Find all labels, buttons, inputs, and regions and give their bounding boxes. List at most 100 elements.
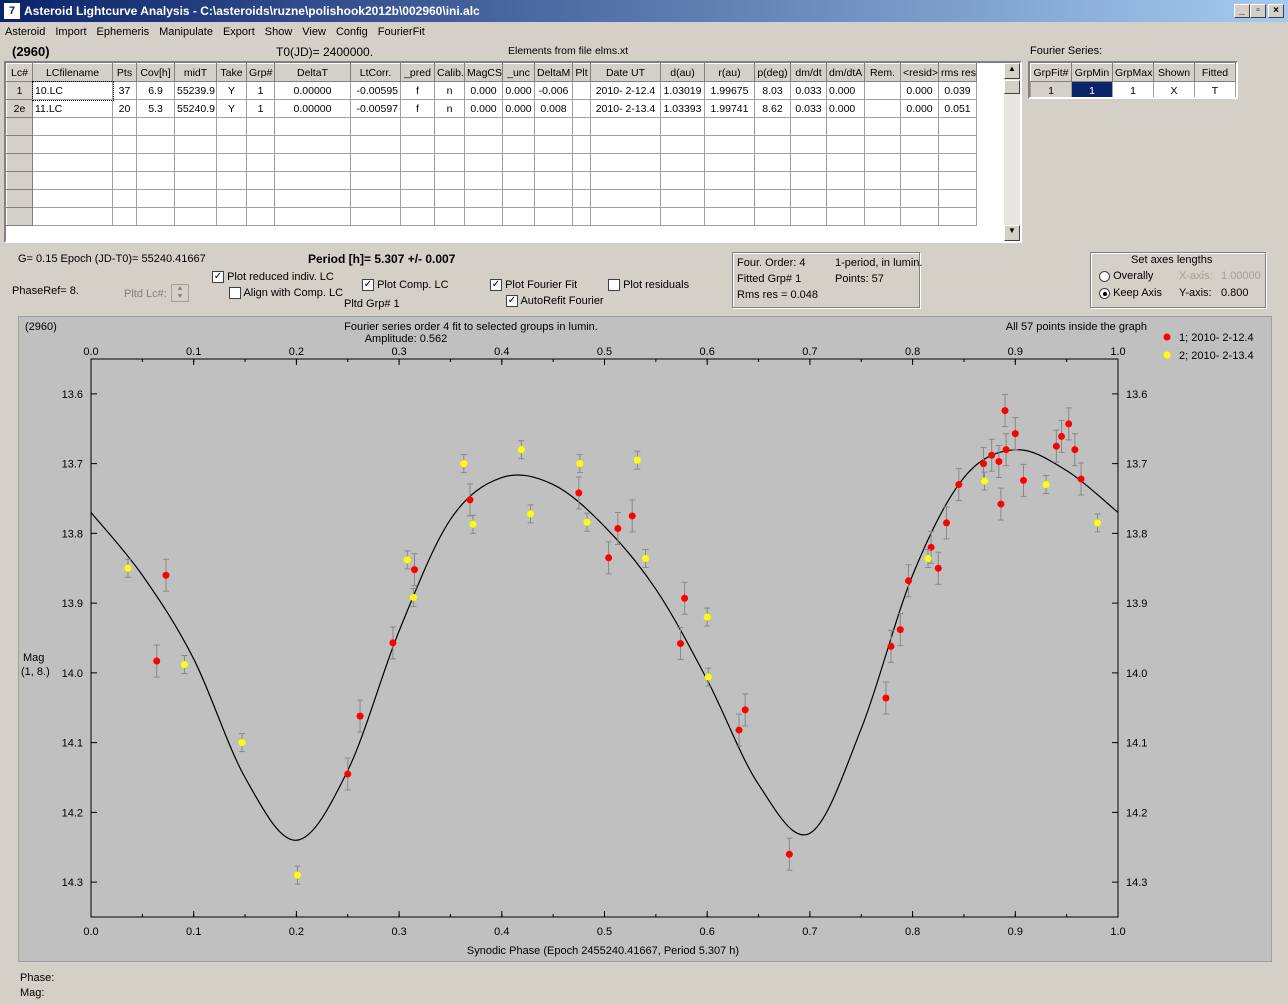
- table-cell[interactable]: [400, 207, 435, 226]
- table-cell[interactable]: -0.00595: [350, 81, 401, 100]
- table-cell[interactable]: [400, 117, 435, 136]
- table-cell[interactable]: 5.3: [136, 99, 175, 118]
- keep-axis-option[interactable]: Keep Axis: [1099, 287, 1162, 299]
- plot-reduced-checkbox[interactable]: ✓: [212, 271, 224, 284]
- table-cell[interactable]: 0.000: [900, 81, 939, 100]
- align-comp-checkbox[interactable]: [229, 287, 241, 300]
- table-cell[interactable]: [572, 135, 591, 154]
- table-cell[interactable]: [660, 207, 705, 226]
- overally-option[interactable]: Overally: [1099, 270, 1153, 282]
- table-cell[interactable]: [136, 153, 175, 172]
- autorefit-option[interactable]: ✓ AutoRefit Fourier: [506, 295, 604, 308]
- table-cell[interactable]: [704, 135, 755, 154]
- table-cell[interactable]: 1.03393: [660, 99, 705, 118]
- table-cell[interactable]: 55239.9: [174, 81, 217, 100]
- table-cell[interactable]: 11.LC: [32, 99, 113, 118]
- table-cell[interactable]: [864, 153, 901, 172]
- minimize-button[interactable]: _: [1234, 4, 1250, 18]
- table-cell[interactable]: [590, 171, 661, 190]
- table-cell[interactable]: [864, 189, 901, 208]
- table-cell[interactable]: [400, 135, 435, 154]
- table-cell[interactable]: [900, 117, 939, 136]
- table-cell[interactable]: [572, 207, 591, 226]
- table-cell[interactable]: [790, 135, 827, 154]
- table-cell[interactable]: [464, 117, 503, 136]
- table-cell[interactable]: [246, 171, 275, 190]
- table-cell[interactable]: [350, 135, 401, 154]
- table-cell[interactable]: [502, 207, 535, 226]
- keep-axis-radio[interactable]: [1099, 287, 1110, 299]
- table-cell[interactable]: [434, 171, 465, 190]
- table-cell[interactable]: [174, 207, 217, 226]
- table-cell[interactable]: 1.03019: [660, 81, 705, 100]
- table-cell[interactable]: [502, 135, 535, 154]
- table-cell[interactable]: [350, 171, 401, 190]
- menu-ephemeris[interactable]: Ephemeris: [96, 26, 150, 38]
- table-cell[interactable]: [464, 189, 503, 208]
- table-cell[interactable]: [864, 135, 901, 154]
- table-cell[interactable]: [572, 153, 591, 172]
- table-cell[interactable]: [790, 153, 827, 172]
- table-cell[interactable]: [704, 171, 755, 190]
- table-cell[interactable]: 0.00000: [274, 99, 351, 118]
- table-cell[interactable]: [938, 189, 977, 208]
- table-cell[interactable]: [590, 189, 661, 208]
- table-cell[interactable]: [174, 189, 217, 208]
- table-cell[interactable]: [216, 153, 247, 172]
- table-cell[interactable]: [826, 117, 865, 136]
- table-cell[interactable]: [274, 189, 351, 208]
- table-row[interactable]: [6, 207, 977, 226]
- table-cell[interactable]: [216, 135, 247, 154]
- table-row[interactable]: [6, 189, 977, 208]
- table-cell[interactable]: [464, 135, 503, 154]
- table-cell[interactable]: n: [434, 81, 465, 100]
- table-cell[interactable]: [534, 135, 573, 154]
- column-header[interactable]: dm/dt: [790, 63, 827, 82]
- table-cell[interactable]: [434, 207, 465, 226]
- menu-show[interactable]: Show: [264, 26, 293, 38]
- table-cell[interactable]: f: [400, 81, 435, 100]
- column-header[interactable]: _pred: [400, 63, 435, 82]
- table-row[interactable]: [6, 117, 977, 136]
- table-cell[interactable]: [274, 207, 351, 226]
- fourier-cell[interactable]: 1: [1071, 81, 1113, 97]
- table-cell[interactable]: [534, 207, 573, 226]
- table-cell[interactable]: [112, 189, 137, 208]
- column-header[interactable]: rms res: [938, 63, 977, 82]
- column-header[interactable]: Calib.: [434, 63, 465, 82]
- table-cell[interactable]: [112, 171, 137, 190]
- fourier-cell[interactable]: X: [1153, 81, 1195, 97]
- plot-panel[interactable]: (2960) Fourier series order 4 fit to sel…: [18, 316, 1272, 962]
- column-header[interactable]: r(au): [704, 63, 755, 82]
- column-header[interactable]: Lc#: [6, 63, 33, 82]
- table-cell[interactable]: [572, 99, 591, 118]
- table-cell[interactable]: [464, 171, 503, 190]
- plot-reduced-option[interactable]: ✓ Plot reduced indiv. LC: [212, 271, 334, 284]
- row-header[interactable]: 2e: [6, 99, 33, 118]
- table-cell[interactable]: 0.000: [826, 81, 865, 100]
- table-cell[interactable]: 0.033: [790, 81, 827, 100]
- table-cell[interactable]: [274, 153, 351, 172]
- table-cell[interactable]: [704, 189, 755, 208]
- table-cell[interactable]: 10.LC: [31, 80, 114, 101]
- table-cell[interactable]: [790, 171, 827, 190]
- table-row[interactable]: [6, 171, 977, 190]
- row-header[interactable]: [6, 207, 33, 226]
- table-cell[interactable]: [464, 153, 503, 172]
- table-cell[interactable]: 2010- 2-12.4: [590, 81, 661, 100]
- column-header[interactable]: p(deg): [754, 63, 791, 82]
- table-cell[interactable]: 37: [112, 81, 137, 100]
- table-cell[interactable]: 0.000: [502, 81, 535, 100]
- table-cell[interactable]: [572, 117, 591, 136]
- column-header[interactable]: midT: [174, 63, 217, 82]
- table-cell[interactable]: [590, 117, 661, 136]
- table-cell[interactable]: [32, 171, 113, 190]
- table-cell[interactable]: 0.000: [900, 99, 939, 118]
- table-cell[interactable]: [174, 171, 217, 190]
- fourier-cell[interactable]: T: [1194, 81, 1236, 97]
- table-cell[interactable]: [502, 171, 535, 190]
- fourier-cell[interactable]: 1: [1112, 81, 1154, 97]
- table-cell[interactable]: [246, 153, 275, 172]
- column-header[interactable]: Rem.: [864, 63, 901, 82]
- table-cell[interactable]: [246, 189, 275, 208]
